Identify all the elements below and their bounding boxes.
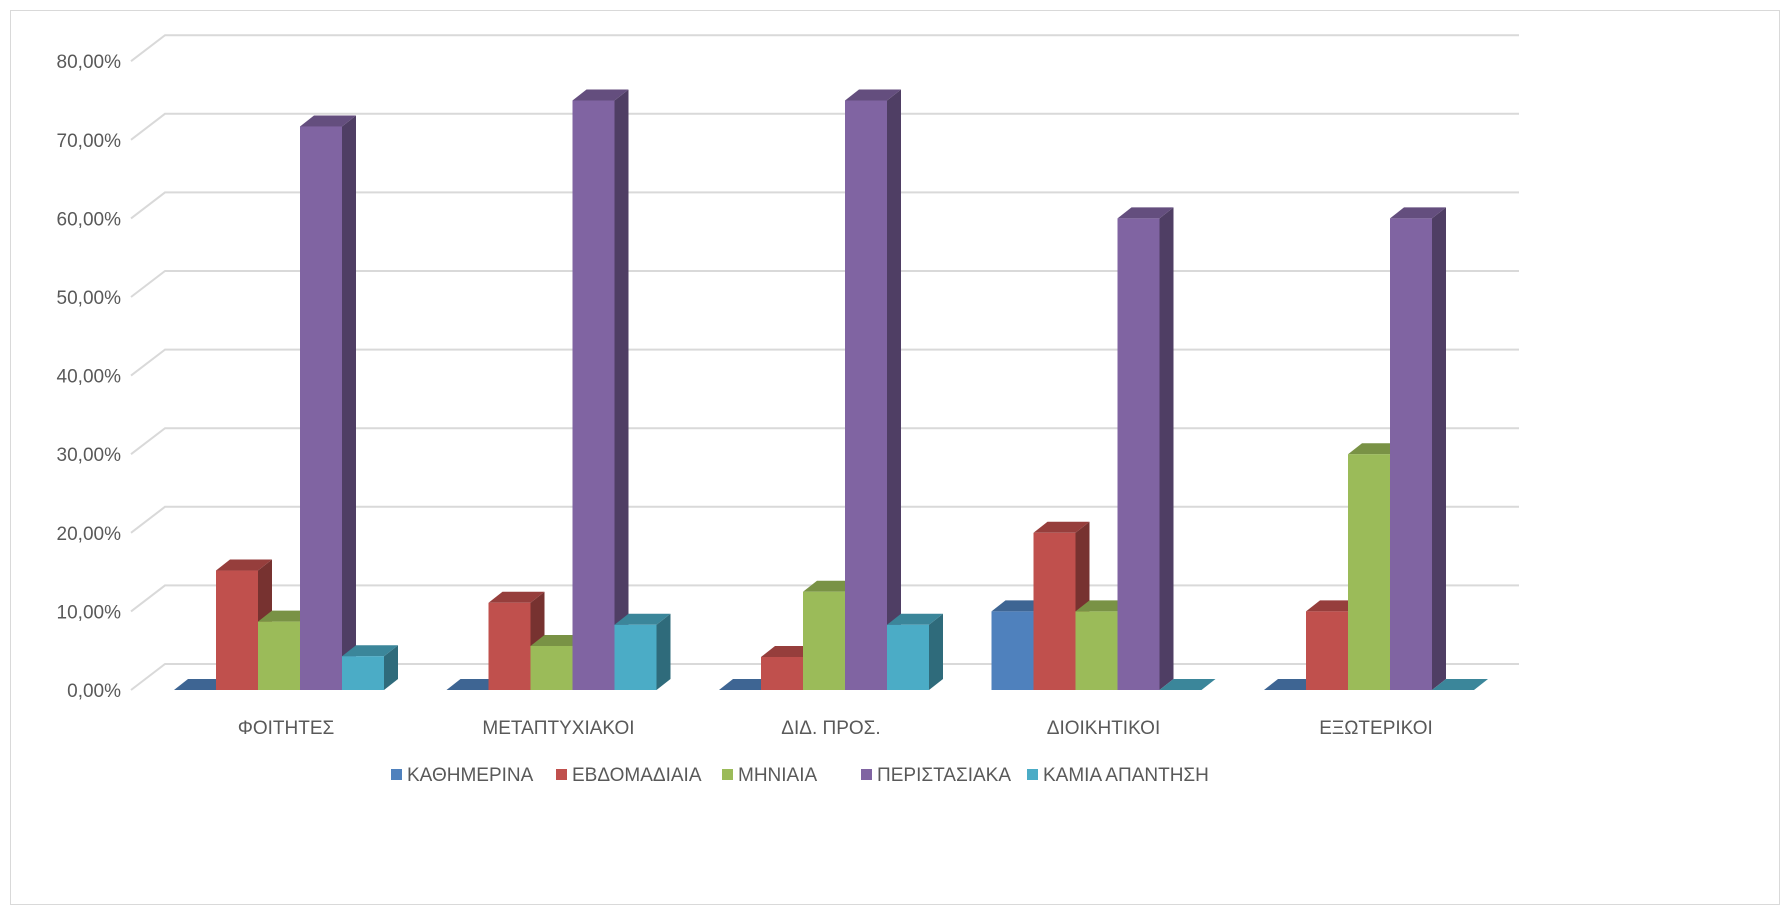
category-labels: ΦΟΙΤΗΤΕΣ ΜΕΤΑΠΤΥΧΙΑΚΟΙ ΔΙΔ. ΠΡΟΣ. ΔΙΟΙΚΗΤΙΚ… (238, 718, 1433, 739)
gridline (130, 34, 1519, 62)
gridline (130, 505, 1519, 534)
bar (572, 89, 629, 690)
gridline (130, 427, 1519, 455)
chart-svg: 0,00% 10,00% 20,00% 30,00% 40,00% 50,00% 60,00… (57, 34, 1519, 786)
bars (174, 89, 1488, 691)
gridline (130, 348, 1519, 377)
y-tick-label: 60,00% (57, 209, 122, 230)
bar (1390, 207, 1446, 690)
chart-area: 0,00% 10,00% 20,00% 30,00% 40,00% 50,00% 60,00… (10, 10, 1780, 905)
bar (845, 89, 901, 690)
legend-swatch (722, 769, 733, 780)
bar (887, 613, 943, 690)
y-tick-label: 40,00% (57, 367, 122, 388)
category-label: ΕΞΩΤΕΡΙΚΟΙ (1319, 718, 1433, 739)
legend-label: ΠΕΡΙΣΤΑΣΙΑΚΑ (877, 765, 1011, 786)
category-label: ΔΙΔ. ΠΡΟΣ. (781, 718, 880, 739)
legend-label: ΜΗΝΙΑΙΑ (738, 765, 818, 786)
y-tick-label: 20,00% (57, 524, 122, 545)
bar (342, 645, 398, 690)
legend-swatch (861, 769, 872, 780)
bar (216, 559, 272, 690)
legend: ΚΑΘΗΜΕΡΙΝΑ ΕΒΔΟΜΑΔΙΑΙΑ ΜΗΝΙΑΙΑ ΠΕΡΙΣΤΑΣΙΑΚΑ… (391, 765, 1209, 786)
category-label: ΜΕΤΑΠΤΥΧΙΑΚΟΙ (482, 718, 634, 739)
bar (1159, 679, 1216, 690)
legend-swatch (1027, 769, 1038, 780)
y-tick-label: 0,00% (67, 681, 121, 702)
y-axis-ticks: 0,00% 10,00% 20,00% 30,00% 40,00% 50,00% 60,00… (57, 52, 122, 702)
bar (300, 115, 356, 691)
legend-label: ΕΒΔΟΜΑΔΙΑΙΑ (572, 765, 702, 786)
category-label: ΔΙΟΙΚΗΤΙΚΟΙ (1047, 718, 1160, 739)
legend-item: ΜΗΝΙΑΙΑ (722, 765, 818, 786)
legend-item: ΚΑΘΗΜΕΡΙΝΑ (391, 765, 534, 786)
legend-label: ΚΑΘΗΜΕΡΙΝΑ (407, 765, 534, 786)
y-tick-label: 30,00% (57, 445, 122, 466)
legend-swatch (391, 769, 402, 780)
y-tick-label: 10,00% (57, 602, 122, 623)
legend-label: ΚΑΜΙΑ ΑΠΑΝΤΗΣΗ (1043, 765, 1209, 786)
bar (1117, 207, 1174, 690)
legend-item: ΚΑΜΙΑ ΑΠΑΝΤΗΣΗ (1027, 765, 1209, 786)
category-label: ΦΟΙΤΗΤΕΣ (238, 718, 335, 739)
legend-item: ΕΒΔΟΜΑΔΙΑΙΑ (556, 765, 702, 786)
gridlines (130, 34, 1519, 691)
legend-swatch (556, 769, 567, 780)
y-tick-label: 50,00% (57, 288, 122, 309)
gridline (130, 270, 1519, 298)
legend-item: ΠΕΡΙΣΤΑΣΙΑΚΑ (861, 765, 1011, 786)
gridline (130, 112, 1519, 141)
bar (1432, 679, 1488, 690)
y-tick-label: 70,00% (57, 131, 122, 152)
bar (614, 613, 671, 690)
y-tick-label: 80,00% (57, 52, 122, 73)
gridline (130, 191, 1519, 220)
